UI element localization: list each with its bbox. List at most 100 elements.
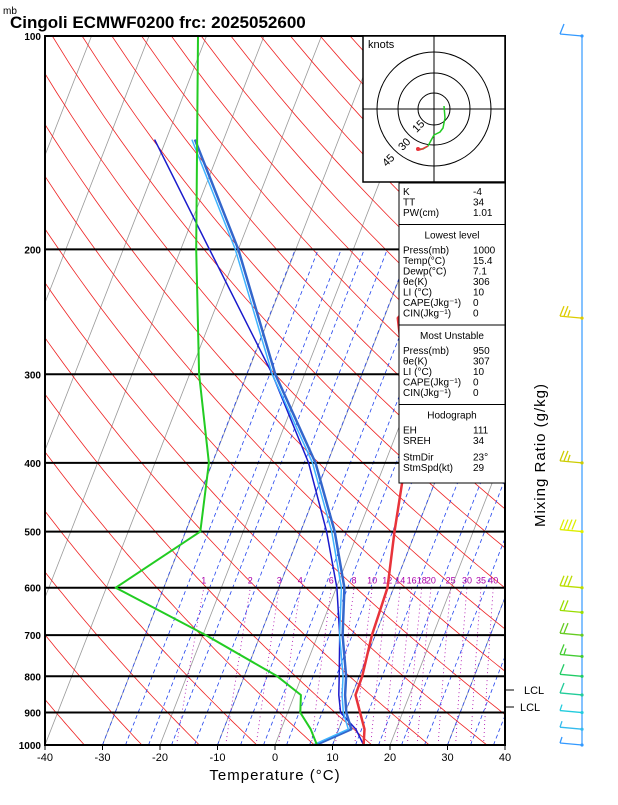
wind-barb-flag <box>560 451 564 461</box>
pressure-tick-label: 900 <box>24 709 41 720</box>
index-value: 7.1 <box>473 267 487 278</box>
index-value: 0 <box>473 298 479 309</box>
wind-barb-shaft <box>560 610 582 612</box>
wind-barb-shaft <box>560 461 582 463</box>
index-value: 10 <box>473 288 485 299</box>
index-value: 34 <box>473 198 485 209</box>
wind-barb-shaft <box>560 34 582 36</box>
wind-barb-point <box>580 461 583 464</box>
table-section-header: Most Unstable <box>420 331 484 342</box>
wind-barb-flag <box>568 576 572 586</box>
dry-adiabat-line <box>0 36 27 745</box>
index-label: K <box>403 187 410 198</box>
mixing-ratio-label: 25 <box>446 576 456 586</box>
wind-barb-point <box>580 34 583 37</box>
mixing-ratio-label: 1 <box>201 576 206 586</box>
wind-barb-shaft <box>560 693 582 695</box>
index-label: TT <box>403 198 415 209</box>
moist-adiabat-line <box>195 249 388 745</box>
index-label: LI (°C) <box>403 288 432 299</box>
wind-barb-half <box>560 721 562 727</box>
index-value: 10 <box>473 367 485 378</box>
wind-barb-flag <box>564 520 568 530</box>
hodograph-inset: knots 15 30 45 <box>363 36 505 182</box>
wind-barb-flag <box>560 306 564 316</box>
index-value: 0 <box>473 378 479 389</box>
wind-barb-half <box>564 648 566 654</box>
wind-barb-half <box>568 455 570 461</box>
wind-barb-panel: Mixing Ratio (g/kg) <box>532 24 584 747</box>
wind-barb-shaft <box>560 711 582 713</box>
index-value: 950 <box>473 346 490 357</box>
index-value: 29 <box>473 463 485 474</box>
dry-adiabat-line <box>23 36 618 745</box>
moist-adiabat-line <box>494 249 618 745</box>
mixing-ratio-label: 20 <box>426 576 436 586</box>
wind-barb-flag <box>564 623 568 633</box>
index-label: CIN(Jkg⁻¹) <box>403 388 451 399</box>
wind-barb-point <box>580 655 583 658</box>
index-value: 1000 <box>473 246 496 257</box>
index-label: Press(mb) <box>403 246 449 257</box>
mixing-ratio-line <box>438 588 451 745</box>
mixing-ratio-line <box>471 588 482 745</box>
series-dewpoint-line <box>195 140 351 745</box>
index-label: Dewp(°C) <box>403 267 446 278</box>
mixing-ratio-line <box>311 588 331 745</box>
index-label: θe(K) <box>403 277 427 288</box>
temp-tick-label: 30 <box>441 752 453 764</box>
index-label: CAPE(Jkg⁻¹) <box>403 378 461 389</box>
dry-adiabat-line <box>0 36 602 745</box>
index-value: 15.4 <box>473 256 493 267</box>
index-label: θe(K) <box>403 357 427 368</box>
wind-barb-point <box>580 317 583 320</box>
index-value: 0 <box>473 388 479 399</box>
wind-barbs <box>560 24 584 747</box>
wind-barb-flag <box>564 576 568 586</box>
wind-barb-shaft <box>560 586 582 588</box>
isotherm-line <box>505 36 618 745</box>
wind-barb-shaft <box>560 633 582 635</box>
mixing-ratio-label: 10 <box>367 576 377 586</box>
wind-barb-point <box>580 530 583 533</box>
pressure-tick-label: 800 <box>24 672 41 683</box>
index-label: LI (°C) <box>403 367 432 378</box>
mixing-ratio-line <box>484 588 494 745</box>
wind-barb-flag <box>560 664 564 674</box>
wind-barb-flag <box>564 306 568 316</box>
index-label: StmSpd(kt) <box>403 463 453 474</box>
isotherm-line <box>0 36 149 745</box>
pressure-tick-label: 200 <box>24 245 41 256</box>
temp-tick-label: 10 <box>326 752 338 764</box>
mixing-ratio-line <box>417 588 431 745</box>
wind-barb-shaft <box>560 743 582 745</box>
wind-barb-flag <box>560 520 564 530</box>
pressure-tick-label: 700 <box>24 631 41 642</box>
pressure-tick-label: 400 <box>24 459 41 470</box>
index-value: 306 <box>473 277 490 288</box>
index-label: CIN(Jkg⁻¹) <box>403 309 451 320</box>
mixing-ratio-label: 3 <box>277 576 282 586</box>
right-axis-label: Mixing Ratio (g/kg) <box>532 383 549 527</box>
moist-adiabat-line <box>149 249 342 745</box>
temp-tick-label: -40 <box>37 752 53 764</box>
lcl-label-lower: LCL <box>520 702 540 714</box>
index-label: Press(mb) <box>403 346 449 357</box>
wind-barb-shaft <box>560 316 582 318</box>
lcl-markers: LCL LCL <box>505 685 544 714</box>
wind-barb-shaft <box>560 654 582 656</box>
wind-barb-flag <box>560 576 564 586</box>
pressure-tick-label: 500 <box>24 528 41 539</box>
pressure-tick-label: 100 <box>24 32 41 43</box>
wind-barb-flag <box>560 644 564 654</box>
wind-barb-point <box>580 743 583 746</box>
wind-barb-point <box>580 693 583 696</box>
dry-adiabat-line <box>0 36 84 745</box>
temp-tick-label: -10 <box>210 752 226 764</box>
wind-barb-point <box>580 711 583 714</box>
wind-barb-shaft <box>560 674 582 676</box>
wind-barb-flag <box>560 683 564 693</box>
